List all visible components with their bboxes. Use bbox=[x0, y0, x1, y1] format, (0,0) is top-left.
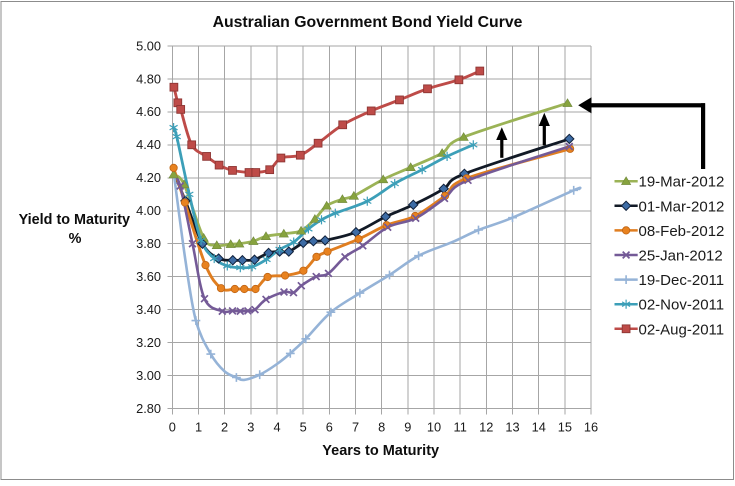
svg-text:3: 3 bbox=[247, 420, 254, 435]
svg-text:4: 4 bbox=[273, 420, 280, 435]
svg-text:01-Mar-2012: 01-Mar-2012 bbox=[639, 198, 725, 215]
svg-text:13: 13 bbox=[505, 420, 519, 435]
svg-text:6: 6 bbox=[326, 420, 333, 435]
svg-text:12: 12 bbox=[479, 420, 493, 435]
svg-text:9: 9 bbox=[404, 420, 411, 435]
svg-text:Yield to Maturity: Yield to Maturity bbox=[19, 212, 130, 228]
svg-text:4.20: 4.20 bbox=[136, 170, 161, 185]
svg-text:7: 7 bbox=[352, 420, 359, 435]
svg-text:4.40: 4.40 bbox=[136, 137, 161, 152]
svg-text:11: 11 bbox=[454, 420, 467, 435]
svg-text:%: % bbox=[69, 231, 82, 247]
svg-text:08-Feb-2012: 08-Feb-2012 bbox=[639, 223, 725, 240]
svg-text:4.60: 4.60 bbox=[136, 104, 161, 119]
svg-text:3.20: 3.20 bbox=[136, 335, 161, 350]
svg-text:15: 15 bbox=[558, 420, 572, 435]
svg-text:5.00: 5.00 bbox=[136, 38, 161, 53]
svg-text:8: 8 bbox=[378, 420, 385, 435]
svg-text:Australian Government Bond Yie: Australian Government Bond Yield Curve bbox=[213, 14, 523, 31]
svg-text:0: 0 bbox=[169, 420, 176, 435]
svg-text:02-Nov-2011: 02-Nov-2011 bbox=[639, 297, 725, 314]
svg-text:14: 14 bbox=[532, 420, 546, 435]
svg-text:19-Dec-2011: 19-Dec-2011 bbox=[639, 272, 725, 289]
svg-text:25-Jan-2012: 25-Jan-2012 bbox=[639, 248, 723, 265]
svg-text:3.60: 3.60 bbox=[136, 269, 161, 284]
svg-text:3.00: 3.00 bbox=[136, 368, 161, 383]
svg-text:Years to Maturity: Years to Maturity bbox=[322, 443, 439, 459]
svg-text:2: 2 bbox=[221, 420, 228, 435]
svg-text:3.80: 3.80 bbox=[136, 236, 161, 251]
svg-text:4.80: 4.80 bbox=[136, 71, 161, 86]
svg-text:5: 5 bbox=[300, 420, 307, 435]
svg-text:02-Aug-2011: 02-Aug-2011 bbox=[639, 321, 725, 338]
svg-text:19-Mar-2012: 19-Mar-2012 bbox=[639, 174, 725, 191]
svg-text:1: 1 bbox=[195, 420, 202, 435]
svg-text:2.80: 2.80 bbox=[136, 401, 161, 416]
svg-text:10: 10 bbox=[427, 420, 441, 435]
svg-text:3.40: 3.40 bbox=[136, 302, 161, 317]
svg-text:16: 16 bbox=[584, 420, 598, 435]
svg-text:4.00: 4.00 bbox=[136, 203, 161, 218]
